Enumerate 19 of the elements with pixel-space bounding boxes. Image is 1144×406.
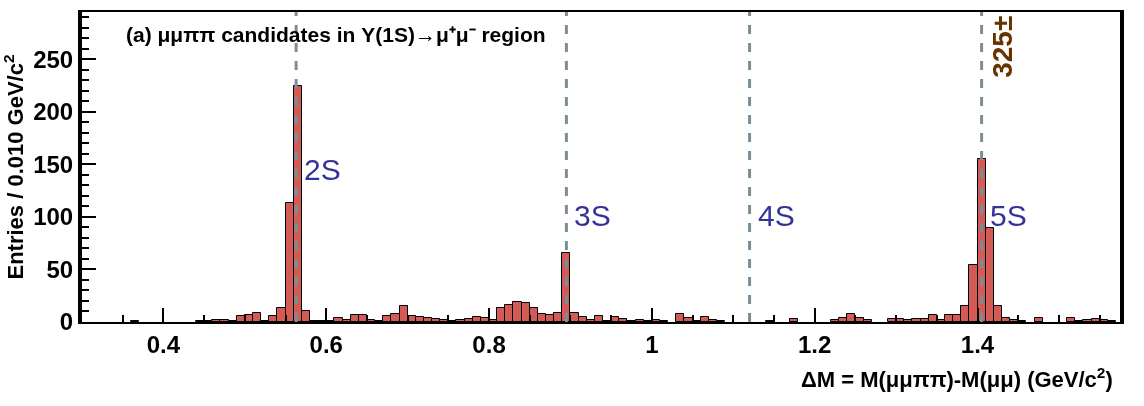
x-tick-label: 0.4 xyxy=(146,330,181,358)
y-tick-label: 50 xyxy=(46,255,74,283)
annotation: 3S xyxy=(574,199,611,232)
y-tick-label: 0 xyxy=(59,308,74,336)
x-tick-label: 1.2 xyxy=(798,330,832,358)
annotation: 325± xyxy=(987,15,1019,78)
text: (a) μμππ candidates in Υ(1S)→μ⁺μ⁻ region xyxy=(126,23,546,46)
annotation: 4S xyxy=(758,199,795,232)
x-axis-title: ΔM = M(μμππ)-M(μμ) (GeV/c$^{2}$) xyxy=(801,364,1113,393)
x-tick-label: 0.8 xyxy=(472,330,506,358)
annotation: 2S xyxy=(304,153,341,186)
x-tick-label: 1.4 xyxy=(960,330,995,358)
y-tick-label: 250 xyxy=(33,45,74,73)
annotation: 5S xyxy=(990,199,1027,232)
x-tick-label: 1 xyxy=(645,330,659,358)
x-tick-label: 0.6 xyxy=(309,330,343,358)
y-tick-label: 100 xyxy=(33,203,74,231)
y-tick-label: 150 xyxy=(33,150,74,178)
y-tick-label: 200 xyxy=(33,98,74,126)
